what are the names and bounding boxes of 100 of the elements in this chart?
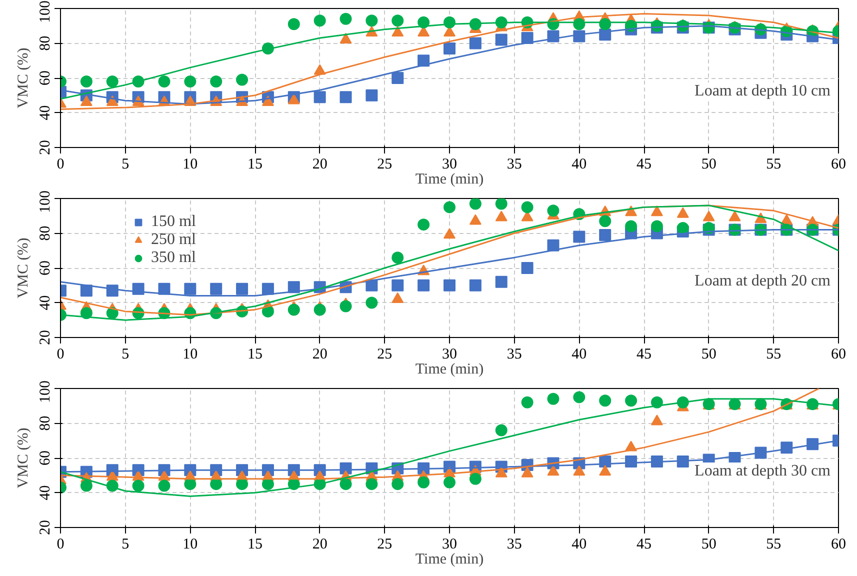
- point: [418, 476, 430, 488]
- legend-label: 150 ml: [151, 213, 196, 231]
- point: [392, 478, 404, 490]
- point: [444, 476, 456, 488]
- point: [418, 218, 430, 231]
- y-tick-label: 100: [38, 0, 54, 23]
- y-tick-label: 20: [38, 140, 54, 155]
- y-tick-label: 80: [38, 226, 54, 241]
- point: [676, 207, 689, 218]
- x-tick-label: 50: [701, 346, 716, 362]
- point: [469, 472, 482, 485]
- point: [366, 14, 378, 27]
- point: [392, 252, 404, 264]
- point: [288, 304, 300, 316]
- point: [184, 478, 196, 490]
- point: [702, 210, 715, 222]
- point: [262, 305, 274, 318]
- point: [444, 228, 456, 239]
- point: [573, 465, 586, 476]
- x-tick-label: 30: [442, 156, 457, 172]
- annotation: Loam at depth 30 cm: [694, 462, 832, 480]
- x-tick-label: 10: [182, 346, 198, 362]
- x-tick-label: 45: [636, 346, 652, 362]
- point: [573, 391, 586, 404]
- point: [288, 94, 300, 104]
- x-tick-label: 50: [701, 536, 716, 552]
- x-tick-label: 35: [506, 156, 522, 172]
- x-tick-label: 20: [312, 536, 328, 552]
- point: [366, 89, 378, 102]
- annotation: Loam at depth 10 cm: [694, 82, 832, 100]
- x-tick-label: 60: [831, 346, 846, 362]
- point: [210, 478, 222, 490]
- x-tick-label: 0: [56, 346, 64, 362]
- point: [676, 222, 689, 234]
- point: [288, 18, 300, 30]
- point: [340, 91, 352, 104]
- x-tick-label: 30: [442, 346, 457, 362]
- point: [444, 42, 456, 54]
- point: [495, 424, 508, 436]
- y-axis-title: VMC (%): [16, 238, 32, 298]
- x-tick-label: 10: [182, 536, 198, 552]
- point: [444, 279, 456, 292]
- x-tick-label: 40: [572, 536, 587, 552]
- x-tick-label: 5: [122, 536, 130, 552]
- point: [650, 414, 663, 426]
- point: [210, 75, 222, 88]
- x-tick-label: 55: [766, 346, 782, 362]
- point: [392, 72, 404, 84]
- point: [340, 12, 352, 25]
- point: [650, 220, 663, 232]
- x-axis-title: Time (min): [415, 552, 484, 568]
- x-axis-title: Time (min): [415, 362, 484, 378]
- x-tick-label: 50: [701, 156, 716, 172]
- point: [547, 465, 560, 476]
- point: [314, 14, 326, 27]
- point: [599, 394, 612, 407]
- y-tick-label: 20: [38, 330, 54, 345]
- point: [236, 282, 248, 295]
- y-tick-label: 40: [38, 105, 54, 120]
- x-tick-label: 10: [182, 156, 198, 172]
- point: [650, 206, 663, 216]
- y-tick-label: 40: [38, 295, 54, 310]
- x-tick-label: 5: [122, 346, 130, 362]
- point: [80, 480, 92, 492]
- point: [106, 75, 118, 88]
- point: [495, 276, 508, 288]
- point: [495, 210, 508, 222]
- point: [547, 204, 560, 217]
- point: [495, 34, 508, 46]
- point: [599, 228, 612, 241]
- point: [392, 14, 404, 27]
- legend-label: 250 ml: [151, 231, 196, 249]
- x-tick-label: 0: [56, 536, 64, 552]
- x-tick-label: 60: [831, 156, 846, 172]
- point: [573, 230, 586, 243]
- y-tick-label: 60: [38, 450, 54, 466]
- point: [184, 75, 196, 88]
- point: [625, 394, 638, 407]
- x-tick-label: 5: [122, 156, 130, 172]
- annotation: Loam at depth 20 cm: [694, 272, 832, 290]
- point: [366, 296, 378, 309]
- point: [521, 466, 534, 478]
- point: [210, 282, 222, 295]
- point: [521, 262, 534, 274]
- point: [495, 466, 508, 478]
- y-tick-label: 40: [38, 485, 54, 500]
- y-axis-title: VMC (%): [16, 428, 32, 488]
- point: [625, 220, 638, 232]
- point: [547, 392, 560, 405]
- x-tick-label: 15: [248, 156, 262, 172]
- point: [262, 282, 274, 295]
- x-tick-label: 35: [506, 536, 522, 552]
- x-tick-label: 30: [442, 536, 457, 552]
- x-tick-label: 15: [248, 346, 262, 362]
- point: [236, 478, 248, 490]
- x-tick-label: 40: [572, 346, 587, 362]
- point: [418, 279, 430, 292]
- point: [314, 91, 326, 104]
- point: [236, 74, 248, 86]
- y-tick-label: 80: [38, 36, 54, 51]
